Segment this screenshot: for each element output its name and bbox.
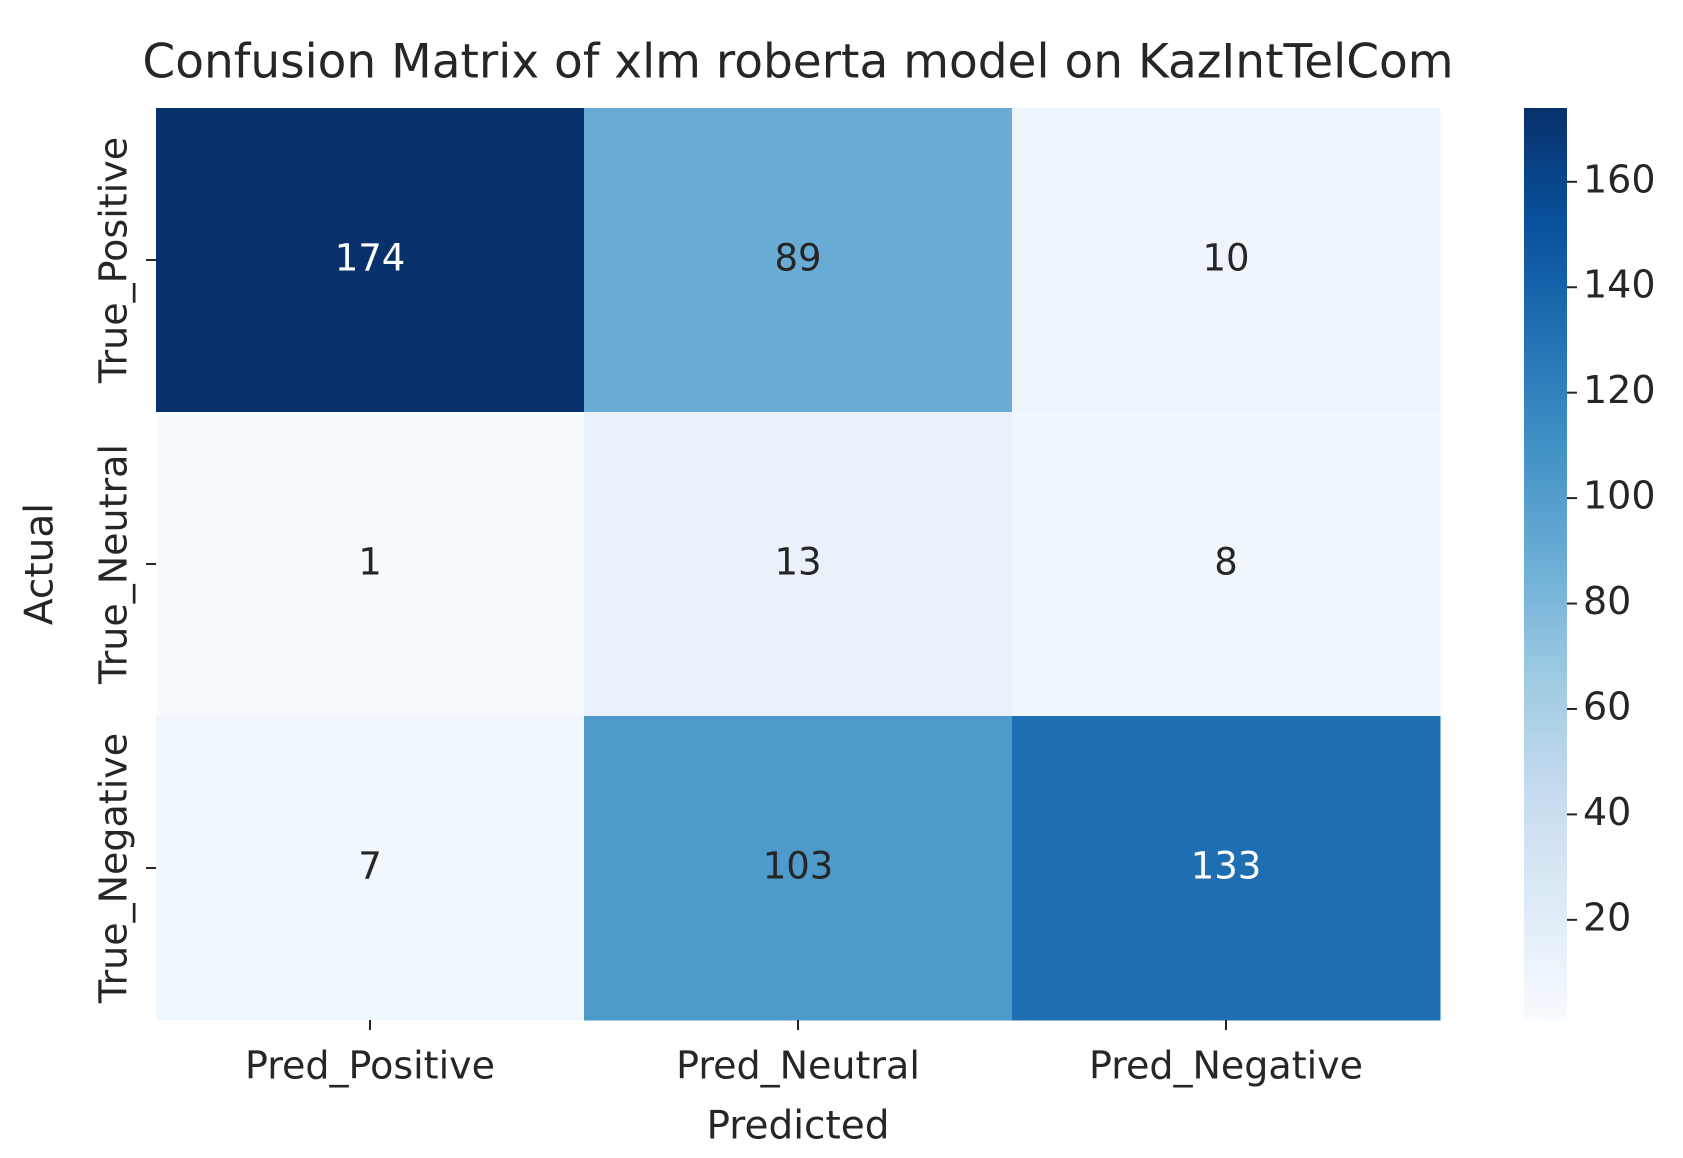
y-tick-label: True_Neutral xyxy=(92,444,136,685)
cell-label: 7 xyxy=(358,845,382,888)
colorbar xyxy=(1524,108,1567,1020)
cell xyxy=(584,108,1013,413)
colorbar-tick-label: 60 xyxy=(1583,684,1631,728)
cell-label: 8 xyxy=(1214,541,1238,584)
y-tick-label: True_Negative xyxy=(92,733,136,1004)
y-tick-label: True_Positive xyxy=(92,137,136,384)
cell-label: 10 xyxy=(1202,237,1249,280)
cell-label: 89 xyxy=(774,237,821,280)
cell xyxy=(584,716,1013,1021)
cell xyxy=(156,716,585,1021)
x-axis-label: Predicted xyxy=(706,1104,889,1149)
cell xyxy=(1012,108,1441,413)
cell xyxy=(156,108,585,413)
cell xyxy=(1012,412,1441,717)
chart-title: Confusion Matrix of xlm roberta model on… xyxy=(142,35,1453,90)
cell xyxy=(156,412,585,717)
colorbar-tick-label: 80 xyxy=(1583,579,1631,623)
colorbar-tick-label: 140 xyxy=(1583,263,1656,307)
colorbar-tick-label: 120 xyxy=(1583,368,1656,412)
cell-label: 133 xyxy=(1191,845,1262,888)
colorbar-tick-label: 100 xyxy=(1583,474,1656,518)
colorbar-tick-label: 20 xyxy=(1583,895,1631,939)
x-tick-label: Pred_Neutral xyxy=(676,1044,920,1088)
cell-label: 1 xyxy=(358,541,382,584)
colorbar-tick-label: 40 xyxy=(1583,790,1631,834)
x-tick-label: Pred_Negative xyxy=(1089,1044,1363,1088)
cell-label: 13 xyxy=(774,541,821,584)
colorbar-tick-label: 160 xyxy=(1583,157,1656,201)
x-tick-label: Pred_Positive xyxy=(245,1044,495,1088)
cell xyxy=(1012,716,1441,1021)
cell-label: 174 xyxy=(335,237,406,280)
y-axis-label: Actual xyxy=(18,503,63,625)
cell xyxy=(584,412,1013,717)
cell-label: 103 xyxy=(763,845,834,888)
